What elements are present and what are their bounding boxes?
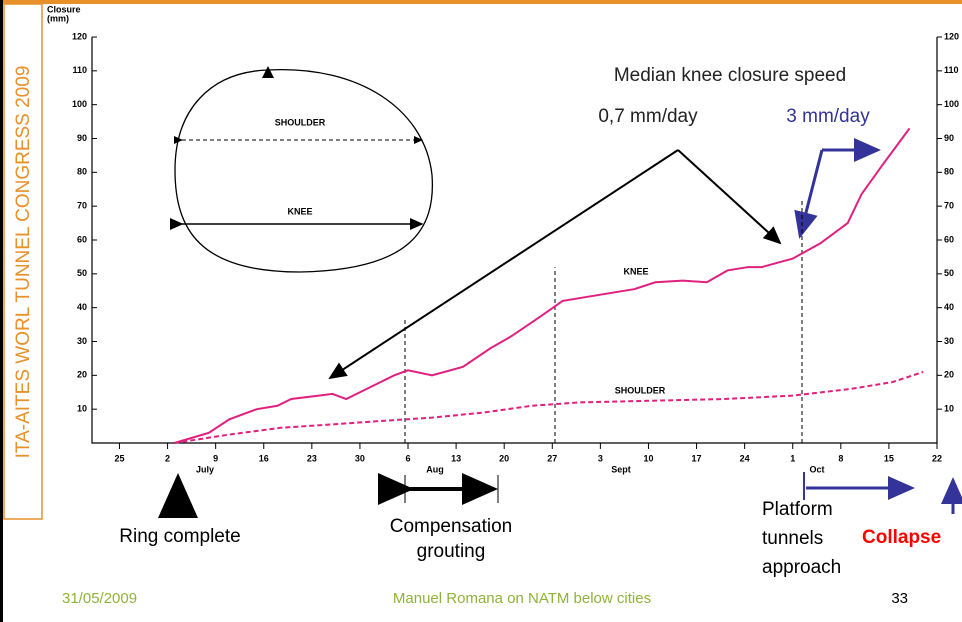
y-tick-label: 120 <box>72 31 87 41</box>
event-label: tunnels <box>762 528 823 549</box>
footer-date: 31/05/2009 <box>62 590 137 607</box>
event-label: Ring complete <box>119 526 240 547</box>
event-label: Platform <box>762 499 833 520</box>
event-label: grouting <box>417 541 486 562</box>
annotation-arrow <box>677 149 782 245</box>
x-tick-label: 16 <box>259 453 269 463</box>
tunnel-section <box>174 68 434 273</box>
y2-tick-label: 40 <box>944 302 954 312</box>
y2-tick-label: 100 <box>944 99 959 109</box>
annotation: 0,7 mm/day <box>598 106 698 127</box>
y2-tick-label: 10 <box>944 404 954 414</box>
y2-tick-label: 30 <box>944 336 954 346</box>
series-line <box>174 370 924 444</box>
annotation: 3 mm/day <box>786 106 870 127</box>
x-tick-label: 27 <box>547 453 557 463</box>
y-tick-label: 90 <box>77 133 87 143</box>
y2-tick-label: 80 <box>944 167 954 177</box>
x-tick-label: 10 <box>643 453 653 463</box>
x-tick-label: 15 <box>884 453 894 463</box>
x-tick-label: 23 <box>307 453 317 463</box>
y-tick-label: 30 <box>77 336 87 346</box>
y2-tick-label: 110 <box>944 65 959 75</box>
month-label: July <box>196 464 214 474</box>
series-label: SHOULDER <box>615 385 666 395</box>
footer-text: Manuel Romana on NATM below cities <box>393 590 651 607</box>
y-tick-label: 110 <box>72 65 87 75</box>
y-tick-label: 20 <box>77 370 87 380</box>
side-box <box>3 3 43 520</box>
crown-marker <box>262 66 274 78</box>
annotation: Median knee closure speed <box>614 65 846 86</box>
month-label: Aug <box>426 464 444 474</box>
y-tick-label: 50 <box>77 268 87 278</box>
top-bar <box>0 0 962 4</box>
y2-tick-label: 60 <box>944 234 954 244</box>
inset-label: SHOULDER <box>275 117 326 127</box>
y-tick-label: 10 <box>77 404 87 414</box>
y-axis-title: Closure <box>47 4 81 14</box>
speed-arrow <box>794 149 824 239</box>
event-label: Compensation <box>390 516 513 537</box>
x-tick-label: 13 <box>451 453 461 463</box>
y-tick-label: 40 <box>77 302 87 312</box>
y-tick-label: 70 <box>77 201 87 211</box>
x-tick-label: 17 <box>692 453 702 463</box>
left-border <box>0 0 3 622</box>
y-axis-title: (mm) <box>47 13 69 23</box>
annotation-arrow <box>328 149 679 380</box>
month-label: Sept <box>611 464 631 474</box>
event-label: Collapse <box>862 527 941 548</box>
x-tick-label: 3 <box>598 453 603 463</box>
x-tick-label: 22 <box>932 453 942 463</box>
series-line <box>174 127 911 444</box>
x-tick-label: 24 <box>740 453 750 463</box>
series-label: KNEE <box>623 266 648 276</box>
x-tick-label: 9 <box>213 453 218 463</box>
y-tick-label: 60 <box>77 234 87 244</box>
axes <box>91 37 938 444</box>
x-tick-label: 6 <box>406 453 411 463</box>
y2-tick-label: 90 <box>944 133 954 143</box>
x-tick-label: 20 <box>499 453 509 463</box>
y2-tick-label: 20 <box>944 370 954 380</box>
x-tick-label: 25 <box>114 453 124 463</box>
event-label: approach <box>762 557 841 578</box>
y2-tick-label: 50 <box>944 268 954 278</box>
inset-label: KNEE <box>287 206 312 216</box>
x-tick-label: 30 <box>355 453 365 463</box>
x-tick-label: 1 <box>790 453 795 463</box>
y-tick-label: 100 <box>72 99 87 109</box>
x-tick-label: 8 <box>838 453 843 463</box>
x-tick-label: 2 <box>165 453 170 463</box>
month-label: Oct <box>809 464 824 474</box>
y2-tick-label: 120 <box>944 31 959 41</box>
y-tick-label: 80 <box>77 167 87 177</box>
y2-tick-label: 70 <box>944 201 954 211</box>
page-number: 33 <box>891 590 908 607</box>
side-title: ITA-AITES WORL TUNNEL CONGRESS 2009 <box>13 66 34 459</box>
